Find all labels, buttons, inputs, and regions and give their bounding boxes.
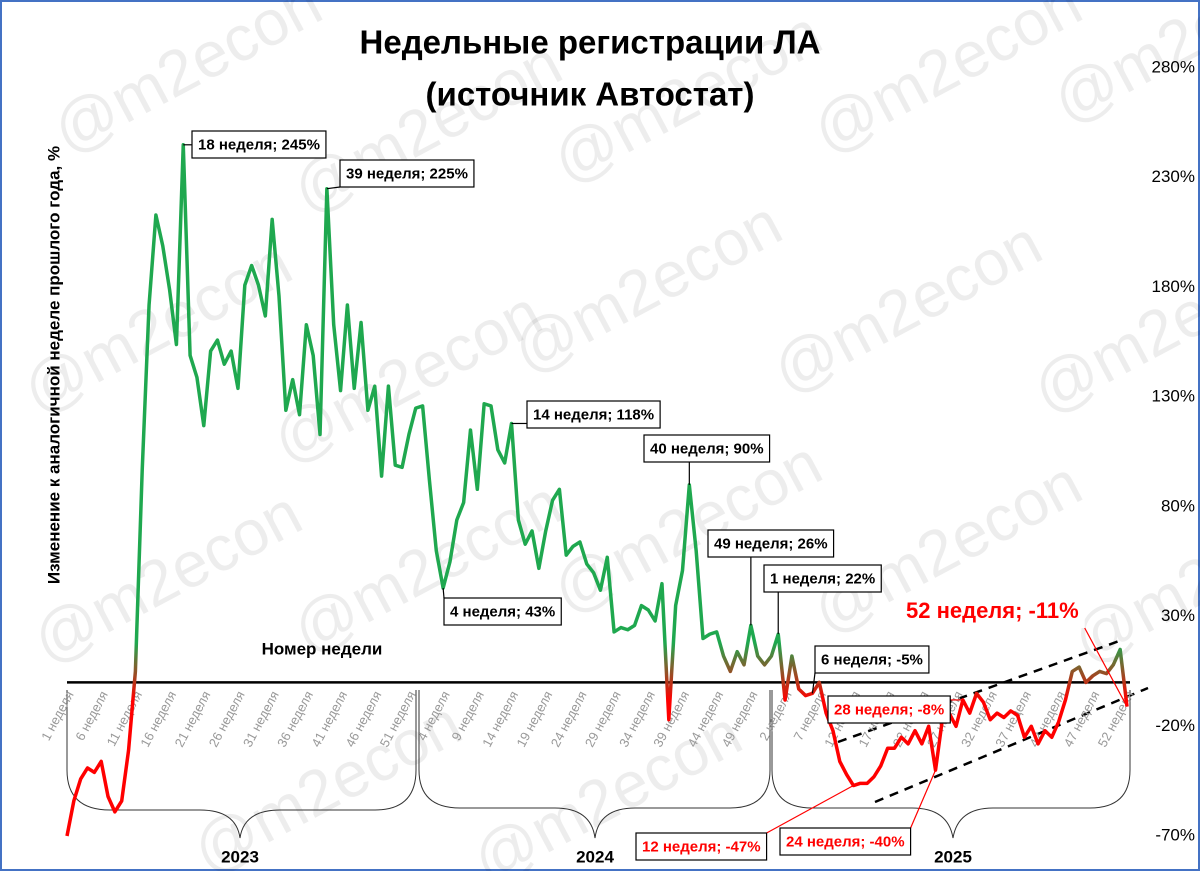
annotation-label: 28 неделя; -8% [834,701,944,718]
annotation-label: 24 неделя; -40% [786,833,905,850]
annotation-label: 6 неделя; -5% [821,651,923,668]
annotation-label: 4 неделя; 43% [450,603,555,620]
annotation-pointer [326,186,341,190]
brace [418,690,771,839]
annotation-box [814,645,930,674]
year-label: 2025 [934,847,972,866]
annotation-box [635,832,768,861]
brace [66,690,417,839]
y-tick-label: -70% [1155,825,1195,844]
y-tick-label: 280% [1152,57,1195,76]
annotation-pointer [910,769,937,829]
annotation-label: 49 неделя; 26% [714,535,828,552]
y-axis-label: Изменение к аналогичной неделе прошлого … [44,146,63,584]
annotation-box [900,594,1085,628]
x-axis-label: Номер недели [262,639,383,658]
annotation-box [526,400,661,429]
y-tick-label: -20% [1155,716,1195,735]
trend-line [874,686,1149,804]
annotation-box [779,827,912,856]
annotation-label: 18 неделя; 245% [198,136,320,153]
y-tick-label: 230% [1152,167,1195,186]
annotation-label: 1 неделя; 22% [770,570,875,587]
annotation-pointer [1084,627,1128,707]
y-tick-label: 180% [1152,277,1195,296]
annotation-label: 40 неделя; 90% [650,440,764,457]
annotation-box [763,564,882,593]
chart-subtitle: (источник Автостат) [426,76,755,113]
annotation-pointer [811,672,816,694]
annotation-box [707,529,835,558]
chart-title: Недельные регистрации ЛА [360,24,821,61]
annotation-box [339,159,475,188]
annotation-label: 52 неделя; -11% [906,598,1079,623]
trend-line [837,638,1123,744]
annotation-box [643,434,771,463]
year-braces [66,690,1131,839]
annotation-pointer [766,785,854,834]
annotation-label: 14 неделя; 118% [533,406,654,423]
annotation-label: 39 неделя; 225% [346,165,468,182]
annotation-box [827,695,951,724]
annotation-box [443,597,562,626]
brace [771,690,1131,839]
y-tick-label: 130% [1152,387,1195,406]
annotation-pointer [442,587,445,599]
y-tick-label: 80% [1161,496,1195,515]
year-label: 2023 [221,847,259,866]
year-label: 2024 [576,847,614,866]
annotation-label: 12 неделя; -47% [642,838,761,855]
y-tick-label: 30% [1161,606,1195,625]
annotation-box [191,130,327,159]
